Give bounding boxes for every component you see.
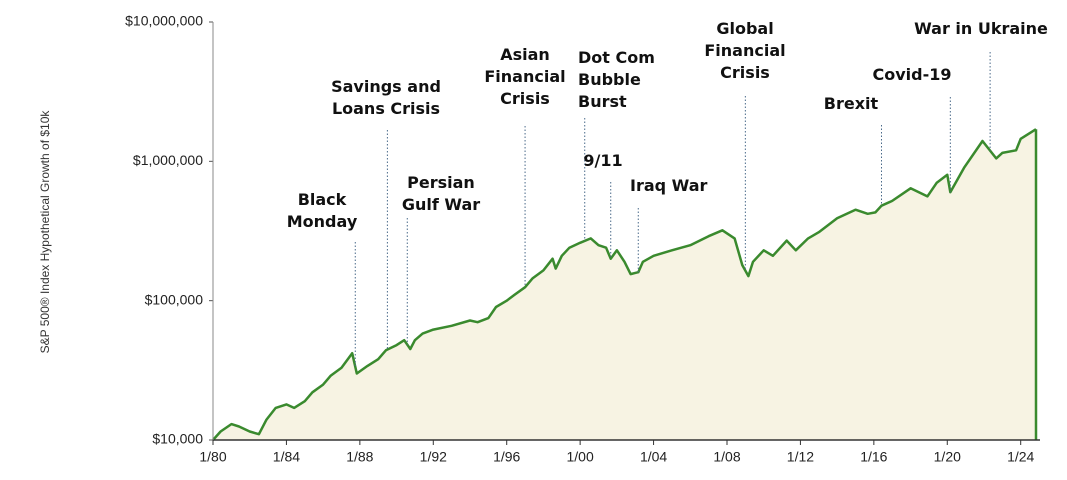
x-tick-label: 1/92 bbox=[420, 449, 447, 465]
annotation: Global Financial Crisis bbox=[704, 19, 785, 82]
area bbox=[213, 129, 1036, 440]
x-tick-label: 1/16 bbox=[860, 449, 887, 465]
annotation-line: Asian bbox=[500, 45, 550, 64]
annotation: 9/11 bbox=[583, 151, 622, 170]
line bbox=[212, 128, 1037, 441]
annotation: Iraq War bbox=[630, 176, 708, 195]
annotation-line: Crisis bbox=[500, 89, 550, 108]
x-tick-label: 1/96 bbox=[493, 449, 520, 465]
annotation-line: Persian bbox=[407, 173, 475, 192]
annotation-line: Black bbox=[298, 190, 347, 209]
annotation: Covid-19 bbox=[872, 65, 951, 84]
annotation-line: Global bbox=[716, 19, 773, 38]
annotation: Persian Gulf War bbox=[402, 173, 480, 214]
annotation-line: Iraq War bbox=[630, 176, 708, 195]
x-tick-label: 1/12 bbox=[787, 449, 814, 465]
y-tick-label: $1,000,000 bbox=[133, 152, 203, 168]
y-tick-label: $10,000 bbox=[152, 431, 203, 447]
x-tick-label: 1/00 bbox=[567, 449, 594, 465]
annotation: Savings and Loans Crisis bbox=[331, 77, 441, 118]
annotation-line: Crisis bbox=[720, 63, 770, 82]
annotation-line: Brexit bbox=[824, 94, 879, 113]
x-tick-label: 1/20 bbox=[934, 449, 961, 465]
y-tick-label: $10,000,000 bbox=[125, 13, 203, 29]
annotation-line: Burst bbox=[578, 92, 627, 111]
annotation-line: Monday bbox=[287, 212, 358, 231]
x-tick-label: 1/04 bbox=[640, 449, 667, 465]
annotation-line: Financial bbox=[484, 67, 565, 86]
annotation-line: Loans Crisis bbox=[332, 99, 440, 118]
annotation: Asian Financial Crisis bbox=[484, 45, 565, 108]
annotation-line: 9/11 bbox=[583, 151, 622, 170]
annotation-line: Covid-19 bbox=[872, 65, 951, 84]
x-tick-label: 1/84 bbox=[273, 449, 300, 465]
annotation: War in Ukraine bbox=[914, 19, 1048, 38]
annotation: Black Monday bbox=[287, 190, 358, 231]
annotation-line: Financial bbox=[704, 41, 785, 60]
x-tick-label: 1/08 bbox=[713, 449, 740, 465]
annotation-line: Gulf War bbox=[402, 195, 480, 214]
x-tick-label: 1/88 bbox=[346, 449, 373, 465]
annotation: Dot Com Bubble Burst bbox=[578, 48, 655, 111]
x-tick-label: 1/80 bbox=[199, 449, 226, 465]
annotation-line: War in Ukraine bbox=[914, 19, 1048, 38]
annotation-line: Savings and bbox=[331, 77, 441, 96]
y-tick-label: $100,000 bbox=[145, 291, 204, 307]
x-tick-label: 1/24 bbox=[1007, 449, 1034, 465]
annotation: Brexit bbox=[824, 94, 879, 113]
annotation-line: Dot Com bbox=[578, 48, 655, 67]
annotation-line: Bubble bbox=[578, 70, 641, 89]
y-axis-label: S&P 500® Index Hypothetical Growth of $1… bbox=[38, 110, 52, 354]
